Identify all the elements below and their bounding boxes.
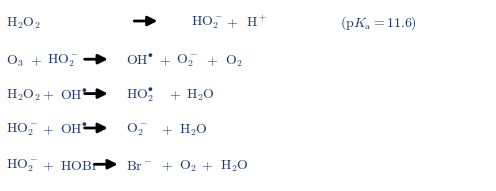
Text: $\mathrm{O_2^-}$: $\mathrm{O_2^-}$ <box>176 53 198 70</box>
Text: $+$: $+$ <box>169 88 181 103</box>
Text: $\mathrm{HO_2^-}$: $\mathrm{HO_2^-}$ <box>6 158 38 175</box>
Text: $\mathrm{OH^{\bullet}}$: $\mathrm{OH^{\bullet}}$ <box>60 88 88 103</box>
Text: $\mathrm{HOBr}$: $\mathrm{HOBr}$ <box>60 159 98 173</box>
Text: $+$: $+$ <box>201 159 213 173</box>
Text: $\mathrm{H_2O_2}$: $\mathrm{H_2O_2}$ <box>6 15 41 31</box>
Text: $+$: $+$ <box>42 123 54 137</box>
Text: $\mathrm{HO_2^-}$: $\mathrm{HO_2^-}$ <box>47 53 79 70</box>
Text: $\mathrm{OH^{\bullet}}$: $\mathrm{OH^{\bullet}}$ <box>60 123 88 137</box>
Text: $\mathrm{OH^{\bullet}}$: $\mathrm{OH^{\bullet}}$ <box>126 54 155 68</box>
Text: $\mathrm{H_2O}$: $\mathrm{H_2O}$ <box>220 159 248 174</box>
Text: $\mathrm{Br^-}$: $\mathrm{Br^-}$ <box>126 159 153 173</box>
Text: $+$: $+$ <box>226 16 238 30</box>
Text: $({\rm p}K_{\rm a} = 11.6)$: $({\rm p}K_{\rm a} = 11.6)$ <box>340 14 417 32</box>
Text: $+$: $+$ <box>42 88 54 103</box>
Text: $\mathrm{O_2^-}$: $\mathrm{O_2^-}$ <box>126 121 148 138</box>
Text: $+$: $+$ <box>206 54 218 68</box>
Text: $\mathrm{H^+}$: $\mathrm{H^+}$ <box>246 15 267 30</box>
Text: $\mathrm{HO_2^-}$: $\mathrm{HO_2^-}$ <box>6 121 38 138</box>
Text: $\mathrm{H_2O}$: $\mathrm{H_2O}$ <box>186 88 215 103</box>
Text: $\mathrm{HO_2^-}$: $\mathrm{HO_2^-}$ <box>191 15 223 31</box>
Text: $\mathrm{H_2O}$: $\mathrm{H_2O}$ <box>179 122 207 138</box>
Text: $+$: $+$ <box>161 123 173 137</box>
Text: $+$: $+$ <box>161 159 173 173</box>
Text: $\mathrm{O_2}$: $\mathrm{O_2}$ <box>179 159 196 174</box>
Text: $\mathrm{O_2}$: $\mathrm{O_2}$ <box>225 53 243 69</box>
Text: $+$: $+$ <box>30 54 42 68</box>
Text: $\mathrm{H_2O_2}$: $\mathrm{H_2O_2}$ <box>6 88 41 103</box>
Text: $\mathrm{HO_2^{\bullet}}$: $\mathrm{HO_2^{\bullet}}$ <box>126 87 155 104</box>
Text: $+$: $+$ <box>159 54 171 68</box>
Text: $\mathrm{O_3}$: $\mathrm{O_3}$ <box>6 53 24 69</box>
Text: $+$: $+$ <box>42 159 54 173</box>
